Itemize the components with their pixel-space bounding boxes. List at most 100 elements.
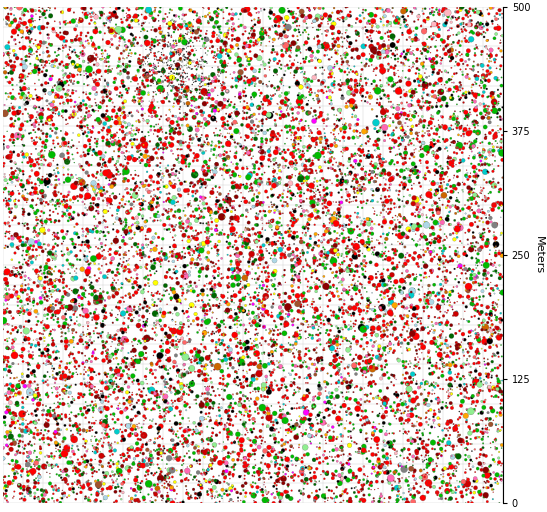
Point [225,142,234,151]
Point [455,180,463,188]
Point [20,195,29,203]
Point [323,190,331,198]
Point [155,25,164,33]
Point [470,127,479,136]
Point [476,428,485,436]
Point [188,494,196,502]
Point [228,171,236,179]
Point [201,448,210,456]
Point [167,78,176,87]
Point [61,16,70,25]
Point [5,308,14,316]
Point [218,204,226,212]
Point [61,310,70,318]
Point [404,225,412,233]
Point [168,51,177,59]
Point [70,396,79,404]
Point [171,387,180,395]
Point [82,184,91,192]
Point [150,489,159,497]
Point [67,398,76,407]
Point [202,318,211,326]
Point [481,153,490,161]
Point [172,447,181,456]
Point [410,163,419,171]
Point [86,143,95,151]
Point [71,478,79,486]
Point [33,392,42,400]
Point [121,119,130,127]
Point [302,392,311,400]
Point [120,314,129,322]
Point [171,93,180,101]
Point [9,138,18,146]
Point [3,305,11,313]
Point [17,329,26,337]
Point [249,375,258,383]
Point [281,94,290,102]
Point [257,126,266,134]
Point [185,468,194,476]
Point [291,39,300,47]
Point [150,322,159,330]
Point [94,135,102,143]
Point [468,189,476,197]
Point [294,295,302,304]
Point [238,284,247,292]
Point [153,199,162,207]
Point [448,386,457,394]
Point [104,14,113,23]
Point [160,182,168,190]
Point [265,145,274,153]
Point [115,399,124,408]
Point [24,110,32,118]
Point [327,434,335,442]
Point [228,35,237,44]
Point [324,238,333,246]
Point [347,150,356,158]
Point [184,423,193,431]
Point [24,359,32,367]
Point [412,30,421,38]
Point [94,116,102,124]
Point [143,156,152,164]
Point [220,166,229,174]
Point [351,150,359,158]
Point [373,353,381,361]
Point [386,337,394,346]
Point [430,122,439,131]
Point [311,143,319,152]
Point [88,422,97,431]
Point [175,388,184,396]
Point [299,478,308,486]
Point [127,484,136,493]
Point [379,438,388,446]
Point [385,443,394,452]
Point [302,392,311,400]
Point [417,49,426,57]
Point [61,20,70,29]
Point [220,352,229,360]
Point [434,91,443,99]
Point [488,93,497,101]
Point [447,75,456,83]
Point [295,97,304,105]
Point [138,288,147,296]
Point [112,369,121,377]
Point [152,33,160,41]
Point [149,186,158,194]
Point [332,158,341,166]
Point [55,447,64,455]
Point [216,126,224,135]
Point [125,492,133,500]
Point [161,379,170,388]
Point [218,67,227,75]
Point [333,332,341,340]
Point [40,7,49,15]
Point [145,424,154,432]
Point [275,490,283,498]
Point [79,393,88,401]
Point [162,53,171,61]
Point [338,487,347,495]
Point [185,39,194,47]
